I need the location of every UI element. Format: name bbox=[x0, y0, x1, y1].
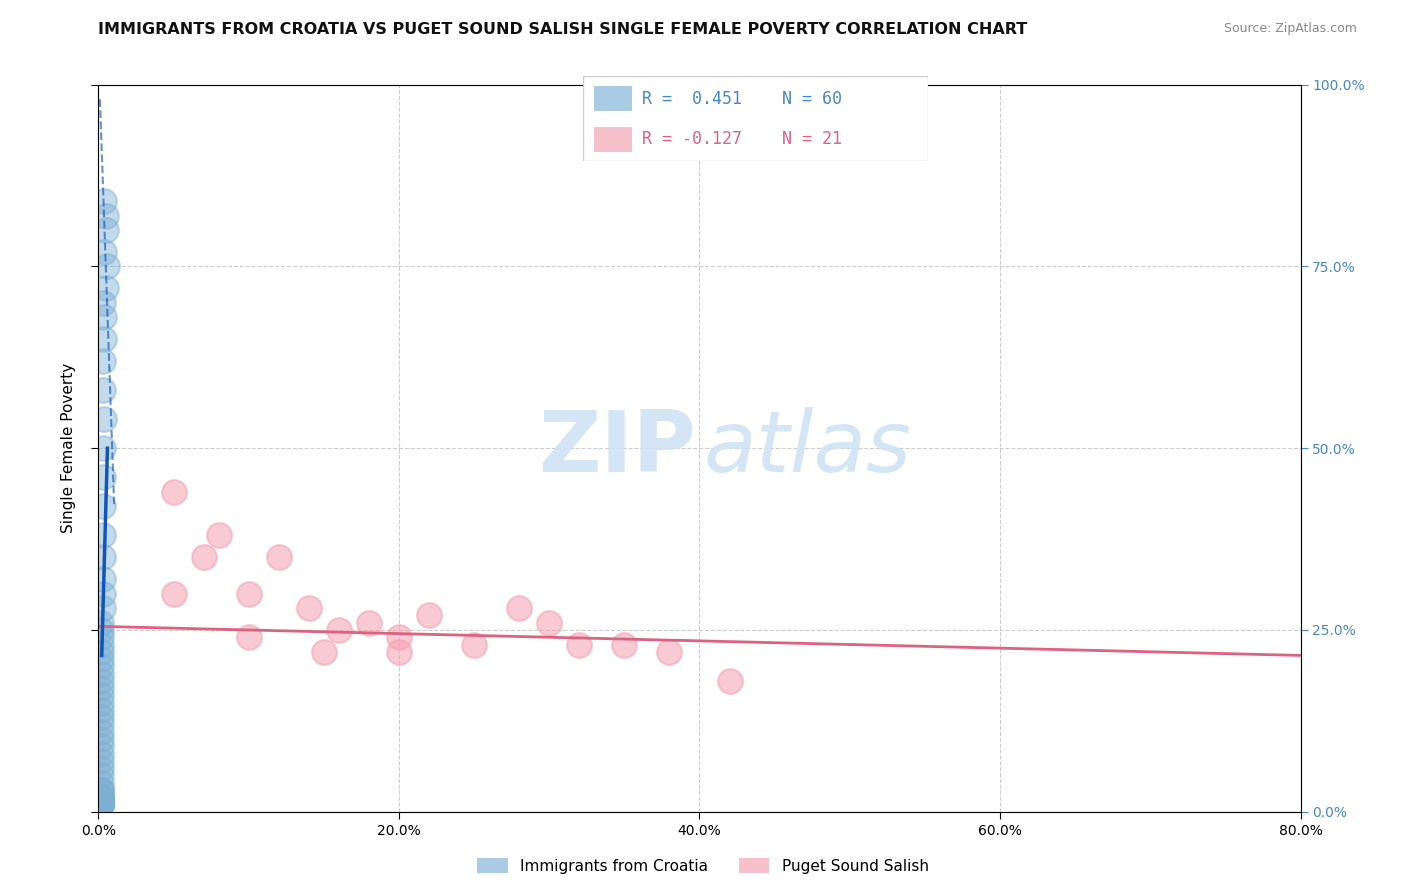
Point bbox=[93, 412, 115, 426]
Text: atlas: atlas bbox=[703, 407, 911, 490]
Point bbox=[90, 783, 112, 797]
Point bbox=[193, 550, 215, 565]
Point bbox=[238, 587, 260, 601]
Point bbox=[357, 615, 380, 630]
Point bbox=[388, 630, 411, 644]
Point bbox=[90, 710, 112, 724]
Point bbox=[538, 615, 561, 630]
Point bbox=[568, 638, 591, 652]
Point bbox=[93, 310, 115, 325]
Point bbox=[328, 623, 350, 637]
Point bbox=[90, 623, 112, 637]
Point bbox=[91, 550, 114, 565]
Point bbox=[90, 790, 112, 805]
Point bbox=[90, 783, 112, 797]
Point bbox=[90, 797, 112, 812]
Point bbox=[90, 717, 112, 731]
Point bbox=[91, 383, 114, 397]
Point bbox=[90, 797, 112, 812]
Point bbox=[90, 790, 112, 805]
Point bbox=[718, 673, 741, 688]
Point bbox=[162, 587, 184, 601]
Point bbox=[90, 652, 112, 666]
Point bbox=[90, 790, 112, 805]
Point bbox=[90, 775, 112, 789]
Point bbox=[90, 797, 112, 812]
Point bbox=[312, 645, 335, 659]
Point bbox=[94, 281, 117, 295]
Point bbox=[90, 703, 112, 717]
Point bbox=[162, 484, 184, 499]
Point bbox=[298, 601, 321, 615]
Point bbox=[91, 572, 114, 586]
Point bbox=[90, 630, 112, 644]
Point bbox=[91, 601, 114, 615]
Point bbox=[238, 630, 260, 644]
Point bbox=[90, 731, 112, 746]
Point bbox=[90, 797, 112, 812]
Text: Source: ZipAtlas.com: Source: ZipAtlas.com bbox=[1223, 22, 1357, 36]
Point bbox=[388, 645, 411, 659]
Point bbox=[90, 797, 112, 812]
Point bbox=[90, 638, 112, 652]
Point bbox=[418, 608, 440, 623]
Point bbox=[93, 194, 115, 208]
Point bbox=[613, 638, 636, 652]
Point bbox=[90, 797, 112, 812]
Point bbox=[91, 470, 114, 484]
Point bbox=[267, 550, 290, 565]
Point bbox=[96, 260, 118, 274]
Point bbox=[91, 587, 114, 601]
Point bbox=[93, 244, 115, 259]
Point bbox=[90, 724, 112, 739]
Bar bbox=[593, 127, 631, 152]
Text: R = -0.127    N = 21: R = -0.127 N = 21 bbox=[643, 130, 842, 148]
Point bbox=[90, 689, 112, 703]
Point bbox=[90, 747, 112, 761]
Point bbox=[90, 797, 112, 812]
Point bbox=[94, 223, 117, 237]
Text: ZIP: ZIP bbox=[538, 407, 696, 490]
Bar bbox=[593, 86, 631, 112]
Point bbox=[90, 696, 112, 710]
Point bbox=[90, 797, 112, 812]
Legend: Immigrants from Croatia, Puget Sound Salish: Immigrants from Croatia, Puget Sound Sal… bbox=[471, 852, 935, 880]
Point bbox=[94, 209, 117, 223]
Point bbox=[91, 354, 114, 368]
Text: IMMIGRANTS FROM CROATIA VS PUGET SOUND SALISH SINGLE FEMALE POVERTY CORRELATION : IMMIGRANTS FROM CROATIA VS PUGET SOUND S… bbox=[98, 22, 1028, 37]
Point bbox=[90, 681, 112, 695]
Point bbox=[90, 739, 112, 754]
Point bbox=[91, 528, 114, 542]
Point bbox=[463, 638, 485, 652]
Text: R =  0.451    N = 60: R = 0.451 N = 60 bbox=[643, 90, 842, 108]
Point bbox=[90, 645, 112, 659]
Point bbox=[90, 797, 112, 812]
Point bbox=[91, 442, 114, 455]
Point bbox=[658, 645, 681, 659]
Point bbox=[90, 673, 112, 688]
Point bbox=[90, 615, 112, 630]
Point bbox=[90, 761, 112, 775]
Point bbox=[208, 528, 231, 542]
Point bbox=[90, 754, 112, 768]
Point bbox=[90, 666, 112, 681]
Point bbox=[508, 601, 530, 615]
Y-axis label: Single Female Poverty: Single Female Poverty bbox=[60, 363, 76, 533]
Point bbox=[91, 500, 114, 514]
Point bbox=[91, 296, 114, 310]
Point bbox=[90, 790, 112, 805]
Point bbox=[90, 768, 112, 782]
Point bbox=[90, 659, 112, 673]
Point bbox=[93, 332, 115, 346]
Point bbox=[90, 790, 112, 805]
Point bbox=[90, 783, 112, 797]
